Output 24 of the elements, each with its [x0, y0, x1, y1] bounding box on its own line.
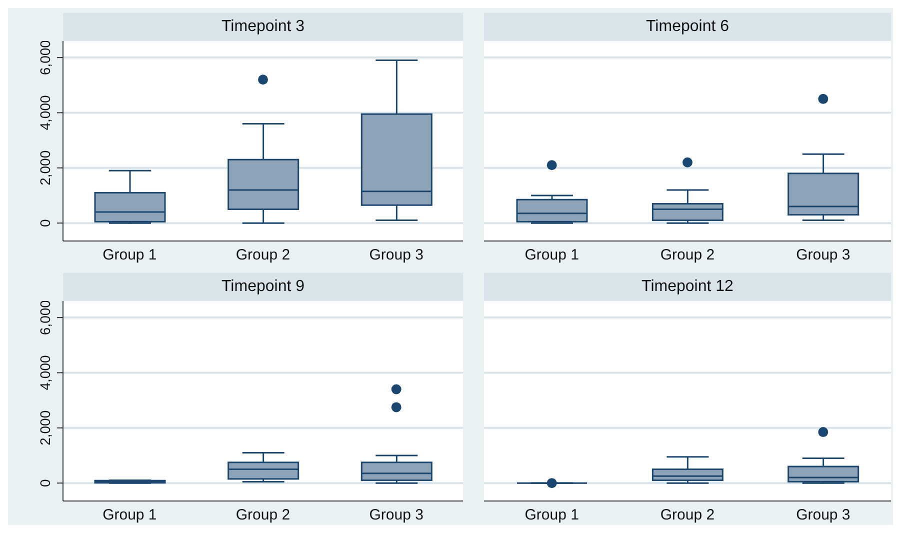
chart-title: Timepoint 3	[63, 13, 463, 41]
x-tick-label: Group 1	[102, 506, 157, 524]
y-tick-label: 4,000	[37, 95, 53, 130]
x-tick-label: Group 1	[524, 246, 579, 264]
x-tick-label: Group 2	[236, 506, 290, 524]
x-tick-label: Group 3	[369, 246, 424, 264]
y-tick-label: 2,000	[37, 410, 53, 446]
x-tick-label: Group 2	[236, 246, 290, 264]
x-tick-label: Group 3	[796, 506, 850, 524]
x-tick-label: Group 2	[660, 506, 715, 524]
x-tick-label: Group 3	[796, 246, 850, 264]
chart-title: Timepoint 6	[484, 13, 891, 41]
y-tick-label: 2,000	[37, 150, 53, 186]
y-tick-label: 4,000	[37, 355, 53, 390]
y-tick-label: 0	[37, 478, 53, 487]
x-tick-label: Group 1	[102, 246, 157, 264]
x-tick-label: Group 1	[524, 506, 579, 524]
y-tick-label: 0	[37, 218, 53, 227]
chart-title: Timepoint 9	[63, 273, 463, 301]
x-tick-label: Group 2	[660, 246, 715, 264]
chart-title: Timepoint 12	[484, 273, 891, 301]
y-tick-label: 6,000	[37, 300, 53, 336]
y-tick-label: 6,000	[37, 40, 53, 76]
x-tick-label: Group 3	[369, 506, 424, 524]
